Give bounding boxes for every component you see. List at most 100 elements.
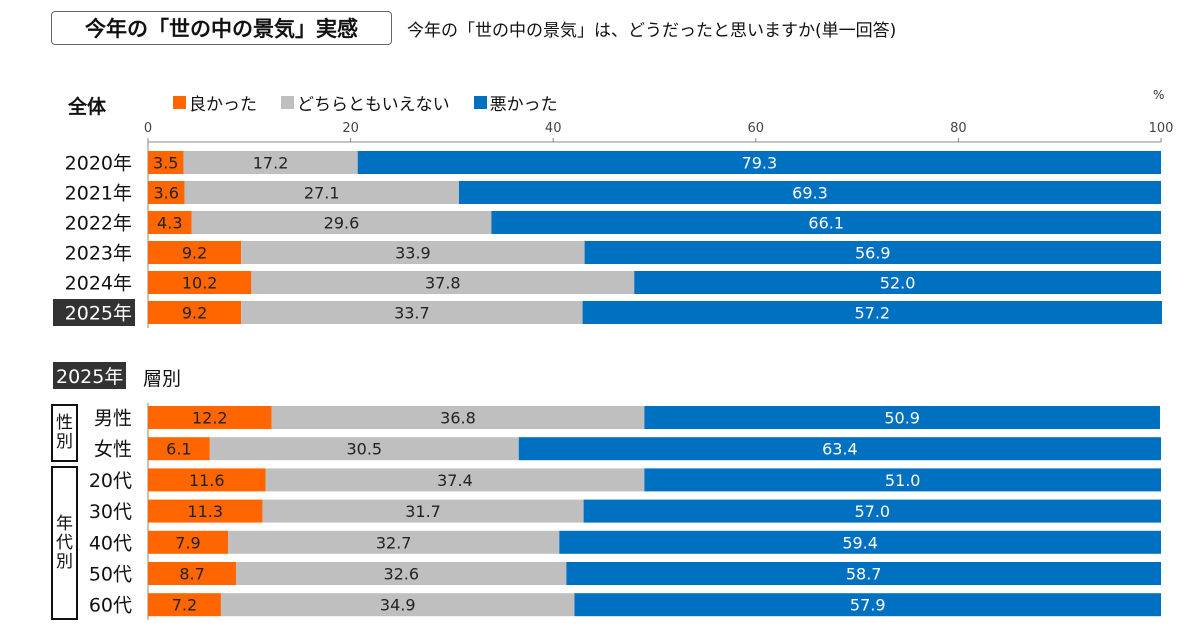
bar-segment-neutral: [184, 181, 459, 204]
legend-swatch-bad: [473, 96, 487, 109]
group-label-age: 年代別: [56, 513, 73, 572]
category-label: 2024年: [65, 273, 132, 295]
unit-label: %: [1153, 88, 1165, 102]
data-label-neutral: 31.7: [405, 502, 441, 521]
chart-title: 今年の「世の中の景気」実感: [51, 11, 392, 45]
bar-segment-good: [148, 562, 237, 585]
group-label-gender: 性別: [56, 413, 73, 452]
legend-swatch-neutral: [281, 96, 294, 109]
bar-segment-neutral: [209, 437, 519, 461]
data-label-bad: 59.4: [842, 533, 878, 552]
x-tick-label: 0: [144, 121, 152, 136]
data-label-bad: 66.1: [808, 214, 844, 233]
category-label: 60代: [89, 595, 132, 617]
bar-segment-good: [148, 181, 185, 204]
data-label-bad: 56.9: [855, 244, 891, 263]
data-label-good: 9.2: [182, 304, 207, 323]
bar-segment-neutral: [220, 593, 575, 617]
legend-item-neutral: どちらともいえない: [281, 90, 450, 115]
bar-segment-neutral: [183, 151, 358, 174]
data-label-neutral: 33.7: [394, 304, 430, 323]
bar-segment-bad: [574, 593, 1161, 617]
data-label-bad: 63.4: [822, 440, 858, 459]
bar-segment-neutral: [271, 406, 645, 429]
category-label: 2025年: [65, 303, 132, 325]
data-label-bad: 69.3: [792, 184, 828, 203]
category-label: 2020年: [65, 153, 132, 175]
data-label-good: 6.1: [166, 440, 191, 459]
bar-segment-bad: [518, 437, 1161, 461]
bar-segment-good: [148, 301, 242, 324]
data-label-neutral: 32.6: [383, 565, 419, 584]
data-label-neutral: 37.8: [425, 274, 461, 293]
category-label: 2021年: [65, 183, 132, 205]
data-label-neutral: 29.6: [324, 214, 360, 233]
bar-segment-bad: [644, 468, 1161, 492]
data-label-bad: 58.7: [846, 565, 882, 584]
bar-segment-bad: [584, 241, 1161, 264]
bar-segment-good: [148, 211, 192, 234]
data-label-neutral: 37.4: [437, 471, 473, 490]
data-label-neutral: 33.9: [395, 244, 431, 263]
group-box-age: 年代別: [51, 466, 78, 620]
bar-segment-good: [148, 593, 221, 617]
bar-segment-good: [148, 406, 272, 429]
data-label-good: 3.6: [154, 184, 179, 203]
category-label: 2022年: [65, 213, 132, 235]
bar-segment-good: [148, 468, 266, 492]
bar-segment-neutral: [241, 301, 583, 324]
data-label-neutral: 27.1: [304, 184, 340, 203]
bar-segment-good: [148, 271, 252, 294]
legend-label-good: 良かった: [189, 95, 257, 115]
bar-segment-neutral: [241, 241, 585, 264]
survey-question: 今年の「世の中の景気」は、どうだったと思いますか(単一回答): [407, 21, 897, 41]
data-label-good: 9.2: [182, 244, 207, 263]
bar-segment-neutral: [228, 530, 560, 554]
data-label-good: 7.9: [175, 533, 200, 552]
data-label-good: 4.3: [157, 214, 182, 233]
data-label-neutral: 30.5: [346, 440, 382, 459]
category-label: 女性: [94, 439, 132, 461]
x-tick-label: 40: [545, 121, 562, 136]
layer-section-title: 層別: [143, 368, 182, 390]
data-label-bad: 50.9: [884, 409, 920, 428]
x-tick-label: 20: [342, 121, 359, 136]
legend-label-bad: 悪かった: [489, 95, 558, 115]
legend: 良かった どちらともいえない 悪かった: [173, 90, 558, 115]
data-label-neutral: 36.8: [440, 409, 476, 428]
data-label-neutral: 32.7: [376, 533, 412, 552]
bar-segment-bad: [559, 530, 1161, 554]
bar-segment-neutral: [236, 562, 567, 585]
bar-segment-neutral: [265, 468, 645, 492]
data-label-good: 12.2: [192, 409, 228, 428]
legend-item-good: 良かった: [173, 90, 257, 115]
legend-swatch-good: [173, 96, 186, 109]
bar-segment-good: [148, 499, 263, 523]
x-tick-label: 60: [748, 121, 765, 136]
bar-segment-bad: [357, 151, 1161, 174]
data-label-neutral: 34.9: [380, 596, 416, 615]
category-label: 40代: [89, 532, 132, 554]
legend-item-bad: 悪かった: [473, 90, 558, 115]
bar-segment-neutral: [262, 499, 584, 523]
category-label: 20代: [89, 470, 132, 492]
data-label-bad: 51.0: [885, 471, 921, 490]
data-label-good: 11.6: [189, 471, 225, 490]
bar-segment-good: [148, 241, 242, 264]
bar-segment-bad: [491, 211, 1162, 234]
data-label-good: 3.5: [153, 154, 178, 173]
bar-segment-bad: [644, 406, 1160, 429]
data-label-good: 11.3: [187, 502, 223, 521]
x-tick-label: 100: [1149, 121, 1174, 136]
bar-segment-good: [148, 151, 184, 174]
data-label-good: 7.2: [172, 596, 197, 615]
data-label-bad: 57.9: [850, 596, 886, 615]
data-label-good: 10.2: [182, 274, 218, 293]
data-label-bad: 57.0: [854, 502, 890, 521]
group-box-gender: 性別: [51, 404, 78, 462]
bar-segment-neutral: [191, 211, 492, 234]
category-label: 男性: [94, 408, 132, 430]
bar-segment-bad: [458, 181, 1162, 204]
data-label-bad: 79.3: [742, 154, 778, 173]
